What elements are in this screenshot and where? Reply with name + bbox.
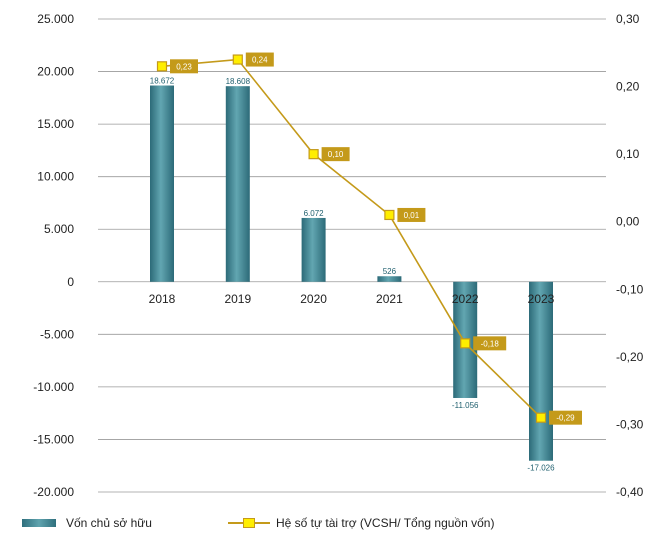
bar bbox=[377, 276, 402, 282]
bar-series: 18.672 18.608 6.072 526 -11.056 -17.026 bbox=[150, 77, 555, 473]
line-point bbox=[156, 61, 168, 72]
line-data-label: 0,01 bbox=[404, 211, 420, 220]
line-label-box bbox=[245, 52, 274, 67]
series-line bbox=[161, 58, 542, 419]
legend: Vốn chủ sở hữu Hệ số tự tài trợ (VCSH/ T… bbox=[22, 516, 661, 532]
right-tick-label: -0,40 bbox=[616, 485, 644, 499]
bar bbox=[225, 86, 250, 282]
line-point bbox=[308, 149, 319, 160]
legend-bar-swatch bbox=[22, 519, 56, 527]
legend-label-line: Hệ số tự tài trợ (VCSH/ Tổng nguồn vốn) bbox=[276, 516, 495, 530]
line-data-label: -0,18 bbox=[481, 339, 500, 348]
line-point bbox=[232, 54, 243, 65]
right-tick-label: -0,10 bbox=[616, 282, 644, 296]
right-tick-label: 0,10 bbox=[616, 147, 640, 161]
right-tick-label: -0,30 bbox=[616, 417, 644, 431]
left-tick-label: -5.000 bbox=[40, 327, 74, 341]
bar bbox=[529, 281, 553, 461]
line-label-box bbox=[549, 410, 582, 425]
bar-data-label: 526 bbox=[383, 267, 397, 276]
category-label: 2023 bbox=[528, 292, 555, 306]
bar-data-label: 18.672 bbox=[150, 77, 175, 86]
legend-item-line: Hệ số tự tài trợ (VCSH/ Tổng nguồn vốn) bbox=[228, 516, 494, 530]
left-tick-label: 20.000 bbox=[37, 65, 74, 79]
category-axis: 2018 2019 2020 2021 2022 2023 bbox=[149, 292, 555, 306]
bar-data-label: 18.608 bbox=[226, 77, 251, 86]
combo-chart: 25.000 20.000 15.000 10.000 5.000 0 -5.000 -10.… bbox=[33, 12, 644, 499]
legend-line-swatch bbox=[228, 517, 270, 529]
line-data-label: -0,29 bbox=[556, 414, 575, 423]
left-tick-label: -15.000 bbox=[33, 432, 74, 446]
line-series: 0,23 0,24 0,10 0,01 -0,18 -0,29 bbox=[156, 52, 582, 425]
left-tick-label: 10.000 bbox=[37, 170, 74, 184]
left-tick-label: 5.000 bbox=[44, 222, 74, 236]
left-tick-label: -20.000 bbox=[33, 485, 74, 499]
bar-data-label: -17.026 bbox=[527, 464, 555, 473]
line-data-label: 0,10 bbox=[328, 150, 344, 159]
legend-label-bar: Vốn chủ sở hữu bbox=[66, 516, 152, 530]
right-tick-label: 0,00 bbox=[616, 215, 640, 229]
category-label: 2019 bbox=[224, 292, 251, 306]
line-label-box bbox=[397, 207, 426, 222]
legend-item-bar: Vốn chủ sở hữu bbox=[22, 516, 152, 530]
line-label-box bbox=[170, 59, 198, 74]
line-data-label: 0,23 bbox=[176, 62, 192, 71]
bar bbox=[150, 85, 174, 282]
right-axis: 0,30 0,20 0,10 0,00 -0,10 -0,20 -0,30 -0,40 bbox=[616, 12, 644, 499]
right-tick-label: 0,20 bbox=[616, 80, 640, 94]
left-tick-label: 0 bbox=[67, 275, 74, 289]
left-axis: 25.000 20.000 15.000 10.000 5.000 0 -5.000 -10.… bbox=[33, 12, 74, 499]
category-label: 2022 bbox=[452, 292, 479, 306]
line-label-box bbox=[321, 147, 350, 162]
line-point bbox=[535, 412, 547, 423]
bar-data-label: 6.072 bbox=[304, 209, 325, 218]
category-label: 2018 bbox=[149, 292, 176, 306]
left-tick-label: 25.000 bbox=[37, 12, 74, 26]
right-tick-label: -0,20 bbox=[616, 350, 644, 364]
line-data-label: 0,24 bbox=[252, 56, 268, 65]
line-label-box bbox=[473, 336, 507, 351]
bar-data-label: -11.056 bbox=[452, 401, 479, 410]
category-label: 2021 bbox=[376, 292, 403, 306]
bar bbox=[301, 217, 326, 282]
left-tick-label: 15.000 bbox=[37, 117, 74, 131]
line-point bbox=[460, 338, 471, 349]
left-tick-label: -10.000 bbox=[33, 380, 74, 394]
right-tick-label: 0,30 bbox=[616, 12, 640, 26]
line-point bbox=[384, 209, 395, 221]
category-label: 2020 bbox=[300, 292, 327, 306]
